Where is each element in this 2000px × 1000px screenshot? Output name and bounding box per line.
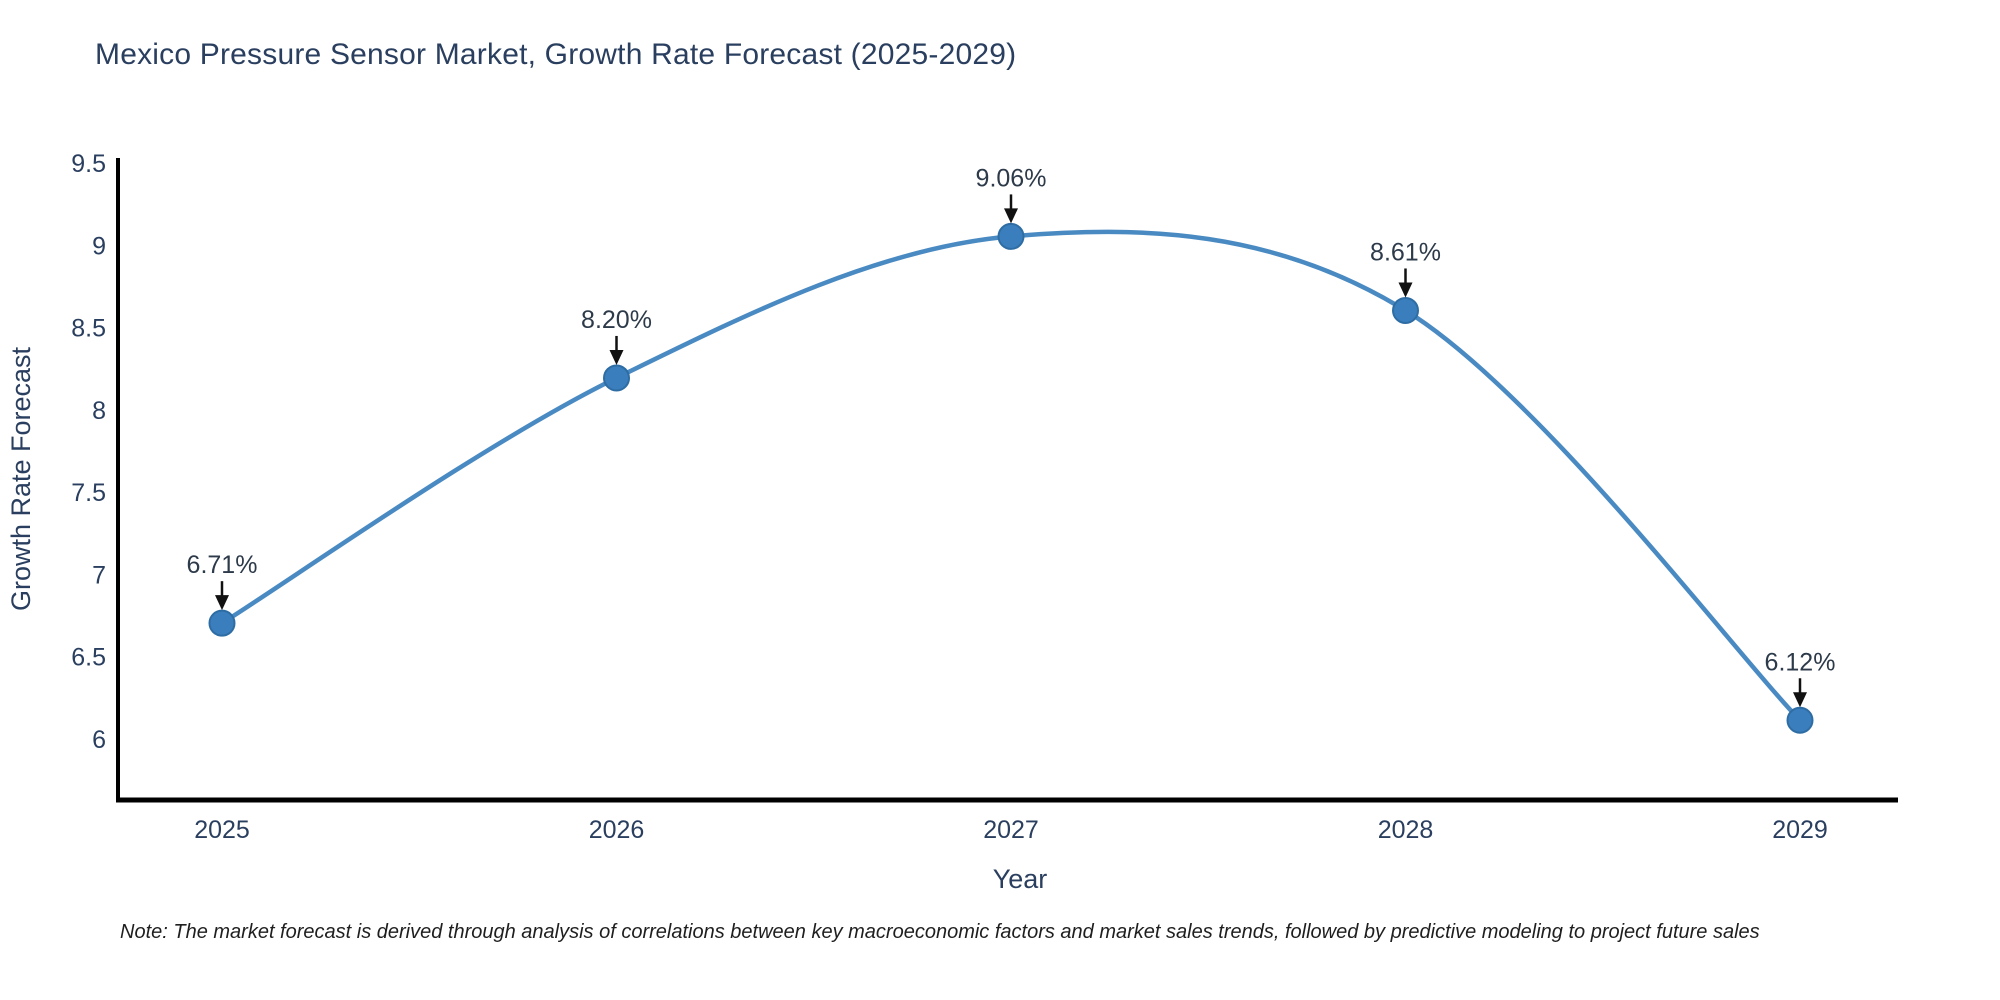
x-tick-label: 2028 [1378, 816, 1434, 844]
annotation-arrow-head [215, 595, 229, 611]
data-point-label: 6.12% [1765, 648, 1836, 676]
y-tick-label: 6 [92, 726, 106, 754]
data-point-label: 8.61% [1370, 238, 1441, 266]
forecast-line [219, 229, 1803, 723]
data-point-marker [603, 364, 630, 392]
x-tick-label: 2029 [1772, 816, 1828, 844]
y-tick-label: 8 [92, 397, 106, 425]
data-point-marker [208, 609, 236, 637]
y-axis-title: Growth Rate Forecast [6, 346, 36, 611]
y-tick-label: 7.5 [71, 479, 106, 507]
y-tick-label: 9.5 [71, 150, 106, 178]
data-point-label: 9.06% [976, 164, 1047, 192]
x-tick-label: 2025 [194, 816, 250, 844]
x-tick-label: 2026 [589, 816, 645, 844]
data-point-marker [1392, 296, 1419, 324]
data-point-marker [997, 222, 1025, 250]
y-tick-label: 8.5 [71, 315, 106, 343]
y-tick-label: 9 [92, 232, 106, 260]
data-point-label: 8.20% [581, 306, 652, 334]
data-point-marker [1786, 706, 1814, 734]
annotation-arrow-head [1793, 692, 1807, 708]
x-axis-title: Year [993, 864, 1048, 894]
x-tick-label: 2027 [983, 816, 1039, 844]
annotation-arrow-head [1398, 282, 1413, 298]
chart-title: Mexico Pressure Sensor Market, Growth Ra… [95, 38, 1017, 71]
annotation-arrow-head [1004, 208, 1018, 224]
y-tick-label: 7 [92, 561, 106, 589]
footnote: Note: The market forecast is derived thr… [120, 921, 1760, 943]
annotation-arrow-head [609, 349, 624, 365]
data-point-label: 6.71% [187, 551, 258, 579]
y-tick-label: 6.5 [71, 644, 106, 672]
